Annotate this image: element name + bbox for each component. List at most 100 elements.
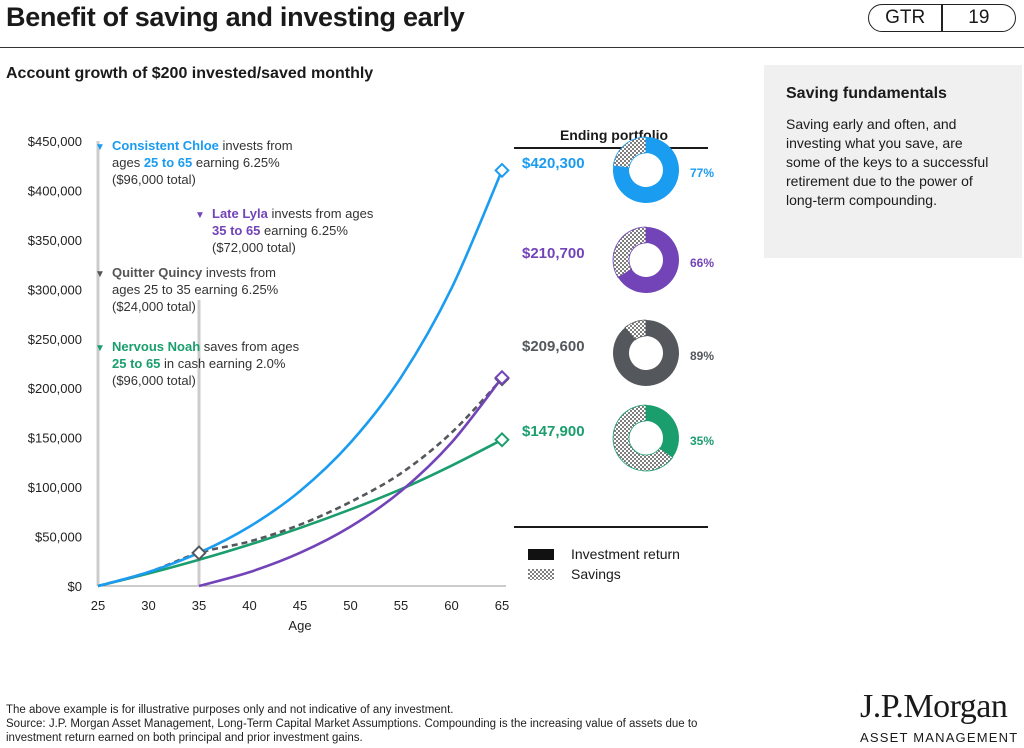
triangle-down-icon: ▼ bbox=[95, 142, 105, 153]
x-tick-label: 65 bbox=[495, 598, 509, 613]
legend-investment-return: Investment return bbox=[528, 546, 680, 562]
investment-return-pct-label: 35% bbox=[690, 434, 714, 448]
annotation-noah: ▼ Nervous Noah saves from ages 25 to 65 … bbox=[95, 338, 300, 389]
logo-tagline: ASSET MANAGEMENT bbox=[860, 730, 1019, 745]
x-tick-label: 45 bbox=[293, 598, 307, 613]
series-line-consistent-chloe bbox=[97, 169, 504, 588]
legend-savings: Savings bbox=[528, 566, 621, 582]
annotation-noah-total: ($96,000 total) bbox=[112, 373, 196, 388]
investment-return-pct-label: 77% bbox=[690, 166, 714, 180]
y-tick-label: $50,000 bbox=[35, 530, 82, 545]
investment-return-pct-label: 89% bbox=[690, 349, 714, 363]
annotation-lyla-text2b: earning 6.25% bbox=[260, 223, 348, 238]
ending-portfolio: Ending portfolio $420,30077%$210,70066%$… bbox=[514, 127, 714, 528]
annotation-quincy-text2: ages 25 to 35 earning 6.25% bbox=[112, 282, 279, 297]
donut-slice-savings bbox=[612, 404, 674, 472]
annotation-quincy-text1: invests from bbox=[202, 265, 276, 280]
annotation-noah-text2b: in cash earning 2.0% bbox=[160, 356, 286, 371]
donut-chart: $209,600 89% bbox=[522, 319, 714, 386]
y-tick-label: $150,000 bbox=[28, 431, 82, 446]
annotation-noah-text1: saves from ages bbox=[200, 339, 300, 354]
annotation-lyla-text1: invests from ages bbox=[267, 206, 374, 221]
footnote-line-3: investment return earned on both princip… bbox=[6, 732, 363, 744]
donut-slice-investment-return bbox=[618, 227, 679, 293]
annotation-chloe-total: ($96,000 total) bbox=[112, 172, 196, 187]
annotation-lyla-name: Late Lyla bbox=[212, 206, 268, 221]
footnote-line-1: The above example is for illustrative pu… bbox=[6, 704, 454, 716]
annotation-lyla: ▼ Late Lyla invests from ages 35 to 65 e… bbox=[195, 205, 374, 256]
series-line-quitter-quincy bbox=[97, 377, 503, 588]
donut-slice-investment-return bbox=[613, 320, 679, 386]
growth-chart: $0 $50,000 $100,000 $150,000 $200,000 $250,00… bbox=[28, 134, 510, 633]
investment-return-pct-label: 66% bbox=[690, 256, 714, 270]
legend-swatch-solid bbox=[528, 548, 554, 560]
x-tick-label: 40 bbox=[242, 598, 256, 613]
y-tick-label: $450,000 bbox=[28, 134, 82, 149]
page-badge: GTR 19 bbox=[868, 4, 1016, 32]
chart-subtitle: Account growth of $200 invested/saved mo… bbox=[6, 65, 374, 82]
triangle-down-icon: ▼ bbox=[95, 343, 105, 354]
header-rule bbox=[0, 47, 1024, 48]
x-tick-label: 50 bbox=[343, 598, 357, 613]
annotation-noah-name: Nervous Noah bbox=[112, 339, 201, 354]
y-tick-label: $0 bbox=[68, 579, 82, 594]
annotation-lyla-total: ($72,000 total) bbox=[212, 240, 296, 255]
donut-slice-savings bbox=[612, 136, 647, 169]
ending-value-label: $209,600 bbox=[522, 338, 585, 355]
badge-page-number: 19 bbox=[968, 7, 990, 28]
x-tick-label: 25 bbox=[91, 598, 105, 613]
triangle-down-icon: ▼ bbox=[95, 269, 105, 280]
x-tick-label: 55 bbox=[394, 598, 408, 613]
badge-label: GTR bbox=[885, 7, 926, 28]
annotation-quincy-name: Quitter Quincy bbox=[112, 265, 203, 280]
page-title: Benefit of saving and investing early bbox=[6, 2, 465, 32]
annotation-chloe-text2a: ages bbox=[112, 155, 144, 170]
donut-slice-savings bbox=[624, 319, 647, 341]
y-tick-label: $400,000 bbox=[28, 183, 82, 198]
ending-value-label: $147,900 bbox=[522, 423, 585, 440]
x-tick-label: 35 bbox=[192, 598, 206, 613]
legend-investment-return-label: Investment return bbox=[571, 546, 680, 562]
y-tick-label: $250,000 bbox=[28, 332, 82, 347]
series-end-marker bbox=[494, 369, 510, 386]
donut-slice-savings bbox=[612, 226, 647, 279]
sidebar-heading: Saving fundamentals bbox=[786, 85, 947, 102]
y-tick-label: $200,000 bbox=[28, 381, 82, 396]
x-tick-label: 30 bbox=[141, 598, 155, 613]
donut-slice-investment-return bbox=[646, 405, 679, 458]
annotation-lyla-ages: 35 to 65 bbox=[212, 223, 261, 238]
series-end-marker bbox=[494, 162, 510, 179]
annotation-quincy: ▼ Quitter Quincy invests from ages 25 to… bbox=[95, 264, 279, 315]
donut-chart: $420,300 77% bbox=[522, 136, 714, 203]
legend-swatch-dotted bbox=[528, 568, 554, 580]
annotation-noah-ages: 25 to 65 bbox=[112, 356, 161, 371]
donut-chart: $210,700 66% bbox=[522, 226, 714, 293]
annotation-chloe: ▼ Consistent Chloe invests from ages 25 … bbox=[95, 137, 293, 188]
x-tick-label: 60 bbox=[444, 598, 458, 613]
jpmorgan-logo: J.P.Morgan bbox=[860, 688, 1008, 725]
quincy-stop-marker bbox=[191, 545, 207, 561]
donut-slice-investment-return bbox=[613, 137, 679, 203]
y-tick-label: $100,000 bbox=[28, 480, 82, 495]
donut-chart: $147,900 35% bbox=[522, 404, 714, 472]
series-end-marker bbox=[494, 431, 510, 448]
badge-divider bbox=[941, 5, 943, 31]
ending-value-label: $420,300 bbox=[522, 155, 585, 172]
footnote: The above example is for illustrative pu… bbox=[6, 703, 697, 745]
y-tick-label: $350,000 bbox=[28, 233, 82, 248]
x-axis-title: Age bbox=[288, 618, 311, 633]
triangle-down-icon: ▼ bbox=[195, 210, 205, 221]
sidebar-panel: Saving fundamentals Saving early and oft… bbox=[764, 65, 1022, 258]
footnote-line-2: Source: J.P. Morgan Asset Management, Lo… bbox=[6, 718, 698, 730]
ending-value-label: $210,700 bbox=[522, 245, 585, 262]
sidebar-body: Saving early and often, and investing wh… bbox=[786, 116, 989, 208]
annotation-chloe-name: Consistent Chloe bbox=[112, 138, 219, 153]
legend-savings-label: Savings bbox=[571, 566, 621, 582]
annotation-chloe-text1: invests from bbox=[218, 138, 293, 153]
annotation-chloe-ages: 25 to 65 bbox=[143, 155, 193, 170]
annotation-chloe-text2b: earning 6.25% bbox=[192, 155, 280, 170]
y-tick-label: $300,000 bbox=[28, 282, 82, 297]
series-line-late-lyla bbox=[198, 376, 504, 588]
series-line-nervous-noah bbox=[97, 438, 503, 588]
annotation-quincy-total: ($24,000 total) bbox=[112, 299, 196, 314]
